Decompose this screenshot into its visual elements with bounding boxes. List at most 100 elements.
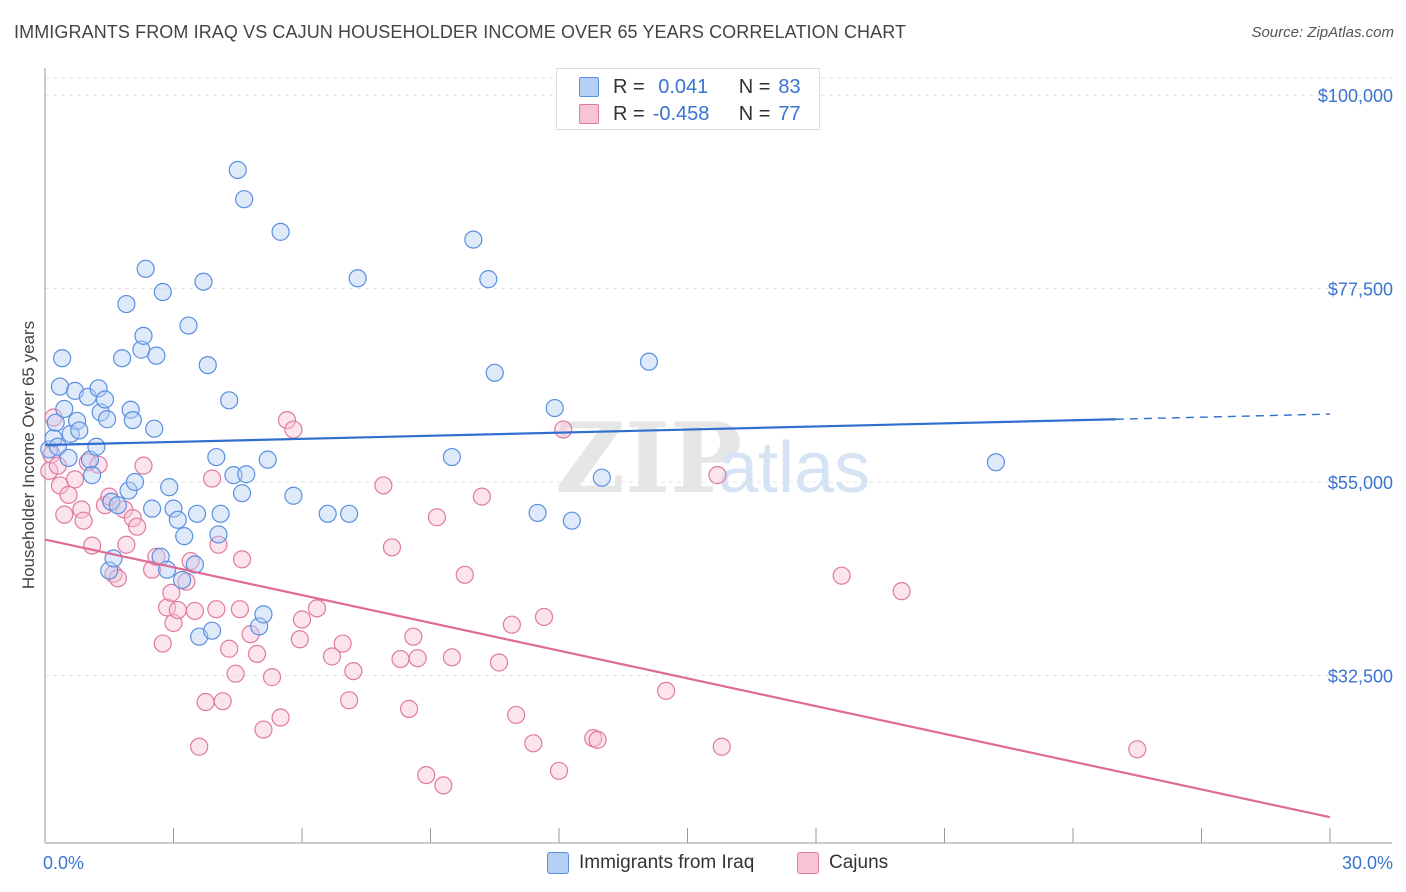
iraq-point <box>207 447 226 467</box>
cajuns-point <box>147 547 166 566</box>
iraq-point <box>198 355 217 375</box>
iraq-point <box>53 349 72 368</box>
iraq-point <box>108 496 127 515</box>
bottom-legend-swatch-iraq <box>547 852 569 874</box>
iraq-point <box>528 503 547 523</box>
legend-n-label: N = <box>738 102 771 125</box>
cajuns-point <box>72 500 91 519</box>
cajuns-point <box>168 600 187 620</box>
bottom-legend-iraq: Immigrants from Iraq <box>547 852 754 874</box>
iraq-point <box>237 465 256 484</box>
iraq-point <box>142 499 162 518</box>
legend-r-label: R = <box>613 75 645 98</box>
cajuns-point <box>153 634 172 653</box>
cajuns-point <box>209 535 228 554</box>
iraq-point <box>46 413 65 432</box>
axes <box>44 68 1392 844</box>
cajuns-point <box>333 634 352 653</box>
cajuns-point <box>524 734 543 753</box>
cajuns-point <box>117 535 136 554</box>
axis-labels: $32,500 $55,000 $77,500 $100,000 0.0% 30.0% Ho… <box>19 86 1393 873</box>
iraq-point <box>202 621 222 640</box>
bottom-legend-cajuns: Cajuns <box>797 852 888 874</box>
cajuns-point <box>554 420 573 439</box>
iraq-point <box>168 510 187 529</box>
iraq-point <box>89 379 108 398</box>
trendlines <box>44 413 1331 819</box>
iraq-point <box>228 160 247 180</box>
y-tick-label: $100,000 <box>1318 86 1393 106</box>
cajuns-point <box>502 615 521 634</box>
cajuns-point <box>408 649 427 668</box>
iraq-point <box>160 478 179 497</box>
x-tick-label-min: 0.0% <box>43 853 84 873</box>
cajuns-point <box>65 470 85 489</box>
cajuns-point <box>134 456 153 475</box>
iraq-point <box>55 399 74 419</box>
iraq-point <box>145 419 164 438</box>
cajuns-point <box>442 648 462 667</box>
y-tick-label: $32,500 <box>1328 666 1393 686</box>
iraq-point <box>464 230 483 249</box>
iraq-point <box>250 617 269 636</box>
legend-r-value: 0.041 <box>652 75 709 98</box>
cajuns-point <box>207 600 226 619</box>
iraq-point <box>235 190 254 209</box>
iraq-point <box>224 466 243 485</box>
iraq-point <box>112 349 132 368</box>
cajuns-point <box>399 699 419 719</box>
cajuns-point <box>307 599 327 618</box>
cajuns-point <box>1128 740 1147 759</box>
bottom-legend-swatch-cajuns <box>797 852 819 874</box>
cajuns-point <box>271 708 290 727</box>
cajuns-point <box>162 583 181 602</box>
iraq-trendline-extension <box>1115 413 1331 420</box>
iraq-point <box>70 421 89 440</box>
cajuns-point <box>455 565 474 584</box>
cajuns-point <box>55 505 74 524</box>
y-tick-label: $77,500 <box>1328 280 1393 300</box>
iraq-points <box>40 160 1006 646</box>
x-tick-label-max: 30.0% <box>1342 853 1393 873</box>
cajuns-point <box>74 511 93 530</box>
cajuns-point <box>185 601 205 621</box>
iraq-point <box>125 472 145 492</box>
bottom-legend-label-iraq: Immigrants from Iraq <box>579 852 755 873</box>
iraq-point <box>164 499 183 518</box>
iraq-point <box>134 326 153 345</box>
cajuns-point <box>213 692 232 711</box>
iraq-point <box>136 259 155 278</box>
cajuns-point <box>254 720 273 739</box>
cajuns-point <box>434 776 453 795</box>
legend-n-value: 83 <box>778 75 801 98</box>
iraq-point <box>318 504 337 523</box>
cajuns-point <box>322 647 342 666</box>
iraq-point <box>100 561 119 580</box>
iraq-point <box>479 270 498 289</box>
iraq-point <box>123 411 142 430</box>
iraq-point <box>271 222 290 241</box>
iraq-point <box>175 527 194 546</box>
iraq-point <box>87 437 106 456</box>
cajuns-point <box>292 610 312 629</box>
legend-n-value: 77 <box>778 102 801 125</box>
cajuns-point <box>262 668 282 687</box>
iraq-point <box>95 390 115 409</box>
legend-r-value: -0.458 <box>652 102 710 125</box>
iraq-point <box>50 377 70 396</box>
legend-row-iraq: R = 0.041 N = 83 <box>579 75 801 99</box>
chart-title: IMMIGRANTS FROM IRAQ VS CAJUN HOUSEHOLDE… <box>14 22 907 42</box>
bottom-legend-label-cajuns: Cajuns <box>829 852 889 873</box>
cajuns-point <box>340 691 359 710</box>
y-axis-label: Householder Income Over 65 years <box>19 321 38 589</box>
cajuns-point <box>89 455 108 474</box>
cajuns-point <box>226 664 245 683</box>
watermark-atlas: atlas <box>718 428 870 508</box>
watermark-zip: ZIP <box>555 402 742 515</box>
cajuns-point <box>123 508 142 528</box>
cajuns-point <box>534 607 554 627</box>
cajuns-point <box>892 582 911 601</box>
cajuns-trendline <box>44 538 1331 819</box>
